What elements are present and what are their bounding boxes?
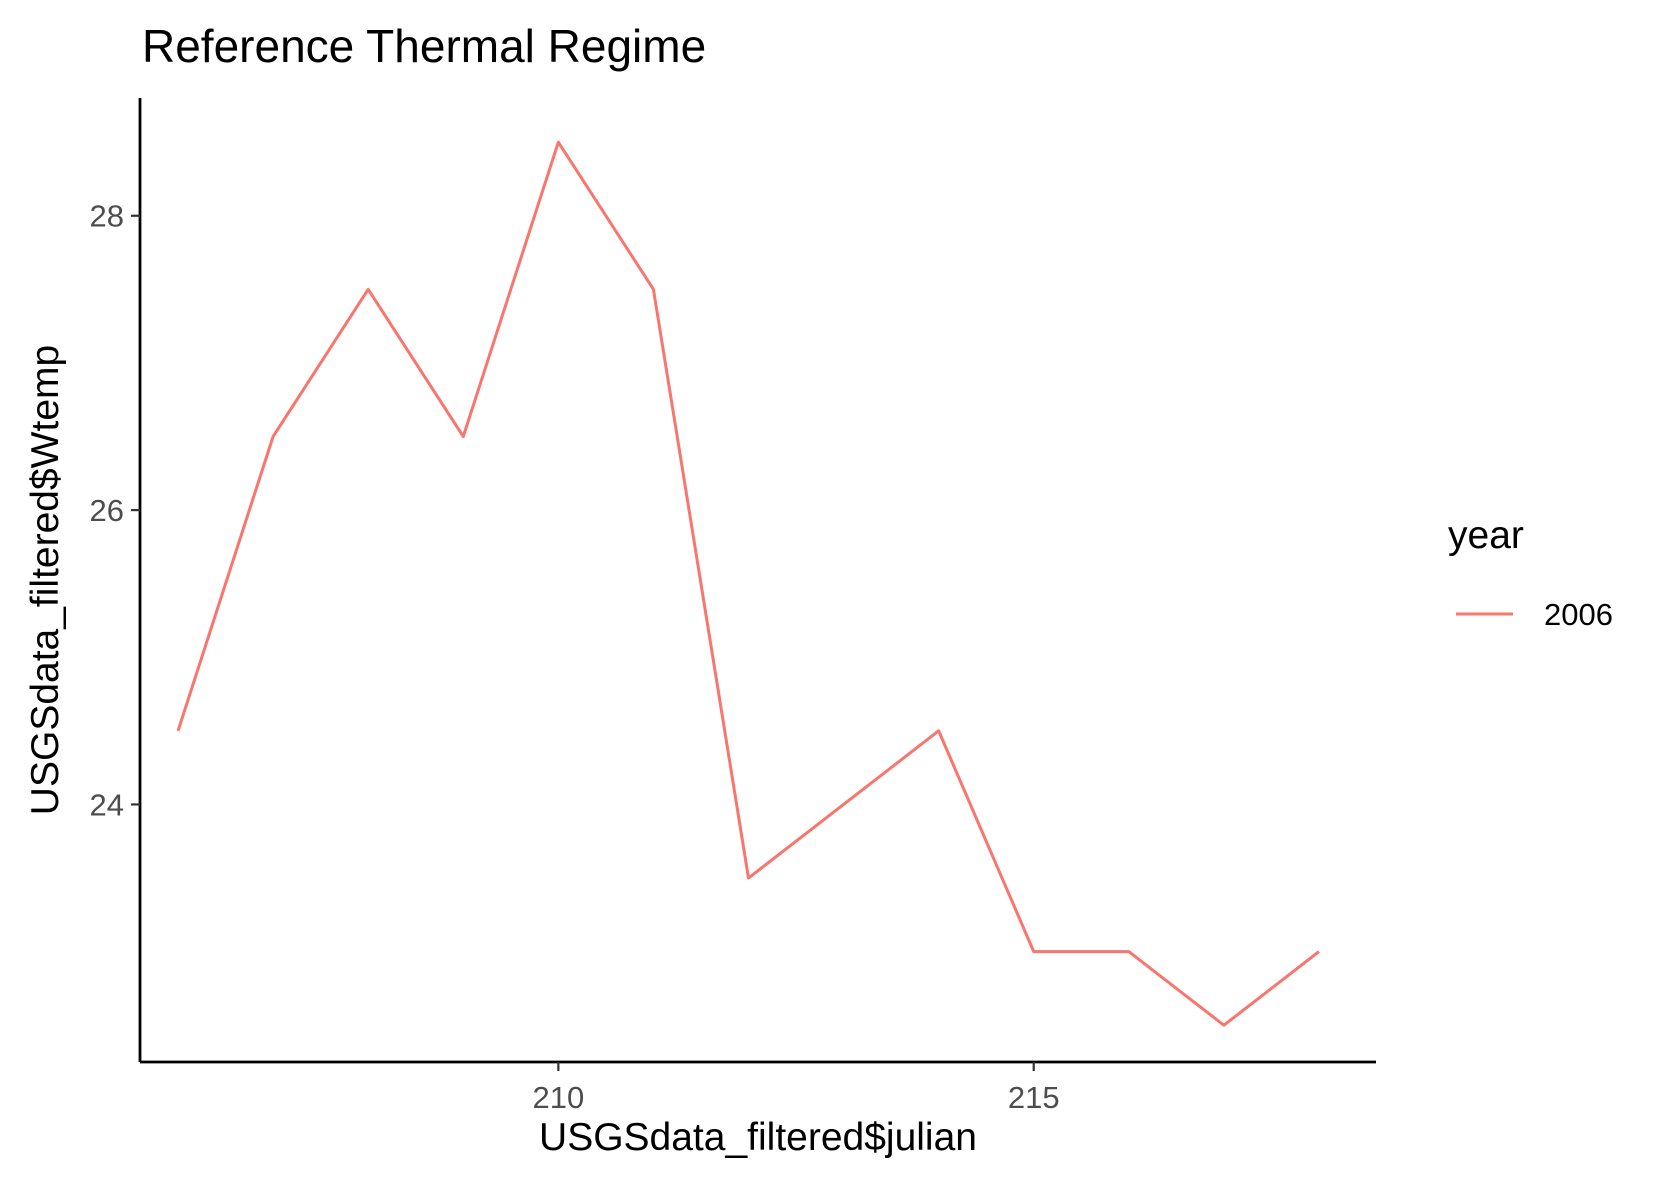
legend-title: year	[1448, 514, 1524, 557]
legend-label-2006: 2006	[1544, 597, 1613, 632]
legend: year 2006	[1448, 514, 1613, 632]
series-line-2006	[176, 140, 1320, 1027]
x-axis-ticks: 210 215	[532, 1062, 1060, 1115]
x-tick-label-210: 210	[532, 1080, 584, 1115]
plot-area	[176, 140, 1320, 1027]
y-tick-label-24: 24	[90, 787, 124, 822]
y-axis-ticks: 24 26 28	[90, 199, 140, 822]
legend-items: 2006	[1456, 597, 1613, 632]
y-tick-label-28: 28	[90, 199, 124, 234]
x-axis-title: USGSdata_filtered$julian	[539, 1116, 977, 1159]
y-tick-label-26: 26	[90, 493, 124, 528]
y-axis-title: USGSdata_filtered$Wtemp	[24, 345, 67, 815]
x-tick-label-215: 215	[1008, 1080, 1060, 1115]
chart-title: Reference Thermal Regime	[142, 20, 706, 72]
